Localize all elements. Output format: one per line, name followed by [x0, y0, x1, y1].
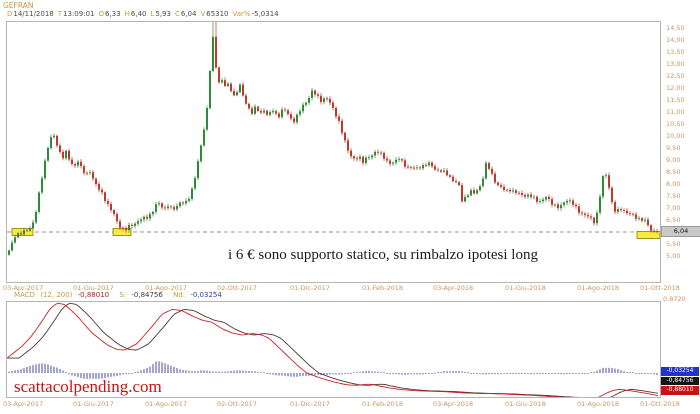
price-axis-label: 7,50	[666, 192, 681, 200]
price-axis-label: 8,50	[666, 168, 681, 176]
price-axis-label: 10,50	[666, 120, 685, 128]
date-label: 01-Ott-2018	[640, 400, 680, 408]
field-value: 13:09:01	[63, 10, 95, 18]
field-label: C	[174, 10, 180, 18]
price-axis-label: 8,00	[666, 180, 681, 188]
date-label: 03-Apr-2018	[433, 400, 474, 408]
date-label: 03-Apr-2017	[3, 400, 44, 408]
date-label: 01-Dic-2017	[290, 400, 330, 408]
field-value: 5,93	[155, 10, 171, 18]
date-label: 02-Ott-2017	[217, 283, 257, 292]
macd-header-item: S:	[119, 291, 129, 299]
field-label: D	[7, 10, 13, 18]
date-label: 01-Dic-2017	[290, 283, 330, 292]
date-label: 01-Ott-2018	[640, 283, 680, 292]
field-label: T	[57, 10, 63, 18]
price-axis-label: 5,50	[666, 240, 681, 248]
macd-header-item: MACD	[14, 291, 38, 299]
date-label: 01-Ago-2018	[577, 400, 620, 408]
date-label: 01-Ago-2017	[145, 400, 188, 408]
date-label: 01-Giu-2018	[505, 400, 546, 408]
price-axis-label: 5,00	[666, 252, 681, 260]
last-price-tag: 6,04	[661, 226, 700, 237]
field-label: O	[98, 10, 104, 18]
price-axis-label: 9,50	[666, 144, 681, 152]
macd-header-item: -0,03254	[190, 291, 222, 299]
macd-header-item: -0,84756	[131, 291, 166, 299]
price-chart[interactable]	[6, 21, 661, 283]
field-label: V	[200, 10, 206, 18]
macd-value-box: -0,88010	[661, 386, 699, 395]
date-label: 01-Feb-2018	[362, 400, 404, 408]
macd-header-item: -0,88010	[77, 291, 112, 299]
date-label: 01-Ago-2017	[145, 283, 188, 292]
price-axis-label: 10,00	[666, 132, 685, 140]
macd-value-box: -0,84756	[661, 376, 699, 385]
price-axis-label: 12,00	[666, 84, 685, 92]
support-annotation: i 6 € sono supporto statico, su rimbalzo…	[228, 247, 538, 263]
macd-chart[interactable]	[6, 301, 661, 398]
date-label: 01-Feb-2018	[362, 283, 404, 292]
price-axis-label: 13,50	[666, 48, 685, 56]
field-value: 6,40	[130, 10, 147, 18]
price-axis-label: 11,00	[666, 108, 685, 116]
macd-header: MACD (12, 200) -0,88010 S: -0,84756 Nd: …	[14, 291, 222, 299]
price-axis-label: 13,00	[666, 60, 685, 68]
date-label: 02-Ott-2017	[217, 400, 257, 408]
date-label: 03-Apr-2018	[433, 283, 474, 292]
price-axis-label: 9,00	[666, 156, 681, 164]
price-axis-label: 14,00	[666, 36, 685, 44]
ohlc-readout: D14/11/2018 T13:09:01 O6,33 H6,40 L5,93 C6,04…	[3, 10, 279, 18]
price-axis-label: 14,50	[666, 24, 685, 32]
date-label: 01-Ago-2018	[577, 283, 620, 292]
field-value: 6,04	[180, 10, 197, 18]
watermark: scattacolpending.com	[14, 377, 162, 396]
field-label: H	[124, 10, 130, 18]
macd-value-box: -0,03254	[661, 367, 699, 376]
date-label: 01-Giu-2017	[73, 283, 114, 292]
instrument-name: GEFRAN	[3, 1, 34, 10]
field-value: 14/11/2018	[13, 10, 54, 18]
price-axis-label: 6,50	[666, 216, 681, 224]
macd-axis-max: 0,8720	[663, 295, 686, 303]
field-value: -5,0314	[251, 10, 279, 18]
macd-header-item: (12, 200)	[40, 291, 75, 299]
date-label: 01-Giu-2017	[73, 400, 114, 408]
field-value: 65310	[206, 10, 229, 18]
field-label: Var%	[232, 10, 251, 18]
price-axis-label: 11,50	[666, 96, 685, 104]
price-axis-label: 12,50	[666, 72, 685, 80]
date-label: 01-Giu-2018	[505, 283, 546, 292]
date-label: 03-Apr-2017	[3, 283, 44, 292]
field-label: L	[150, 10, 155, 18]
macd-header-item: Nd:	[173, 291, 188, 299]
price-axis-label: 7,00	[666, 204, 681, 212]
field-value: 6,33	[105, 10, 121, 18]
